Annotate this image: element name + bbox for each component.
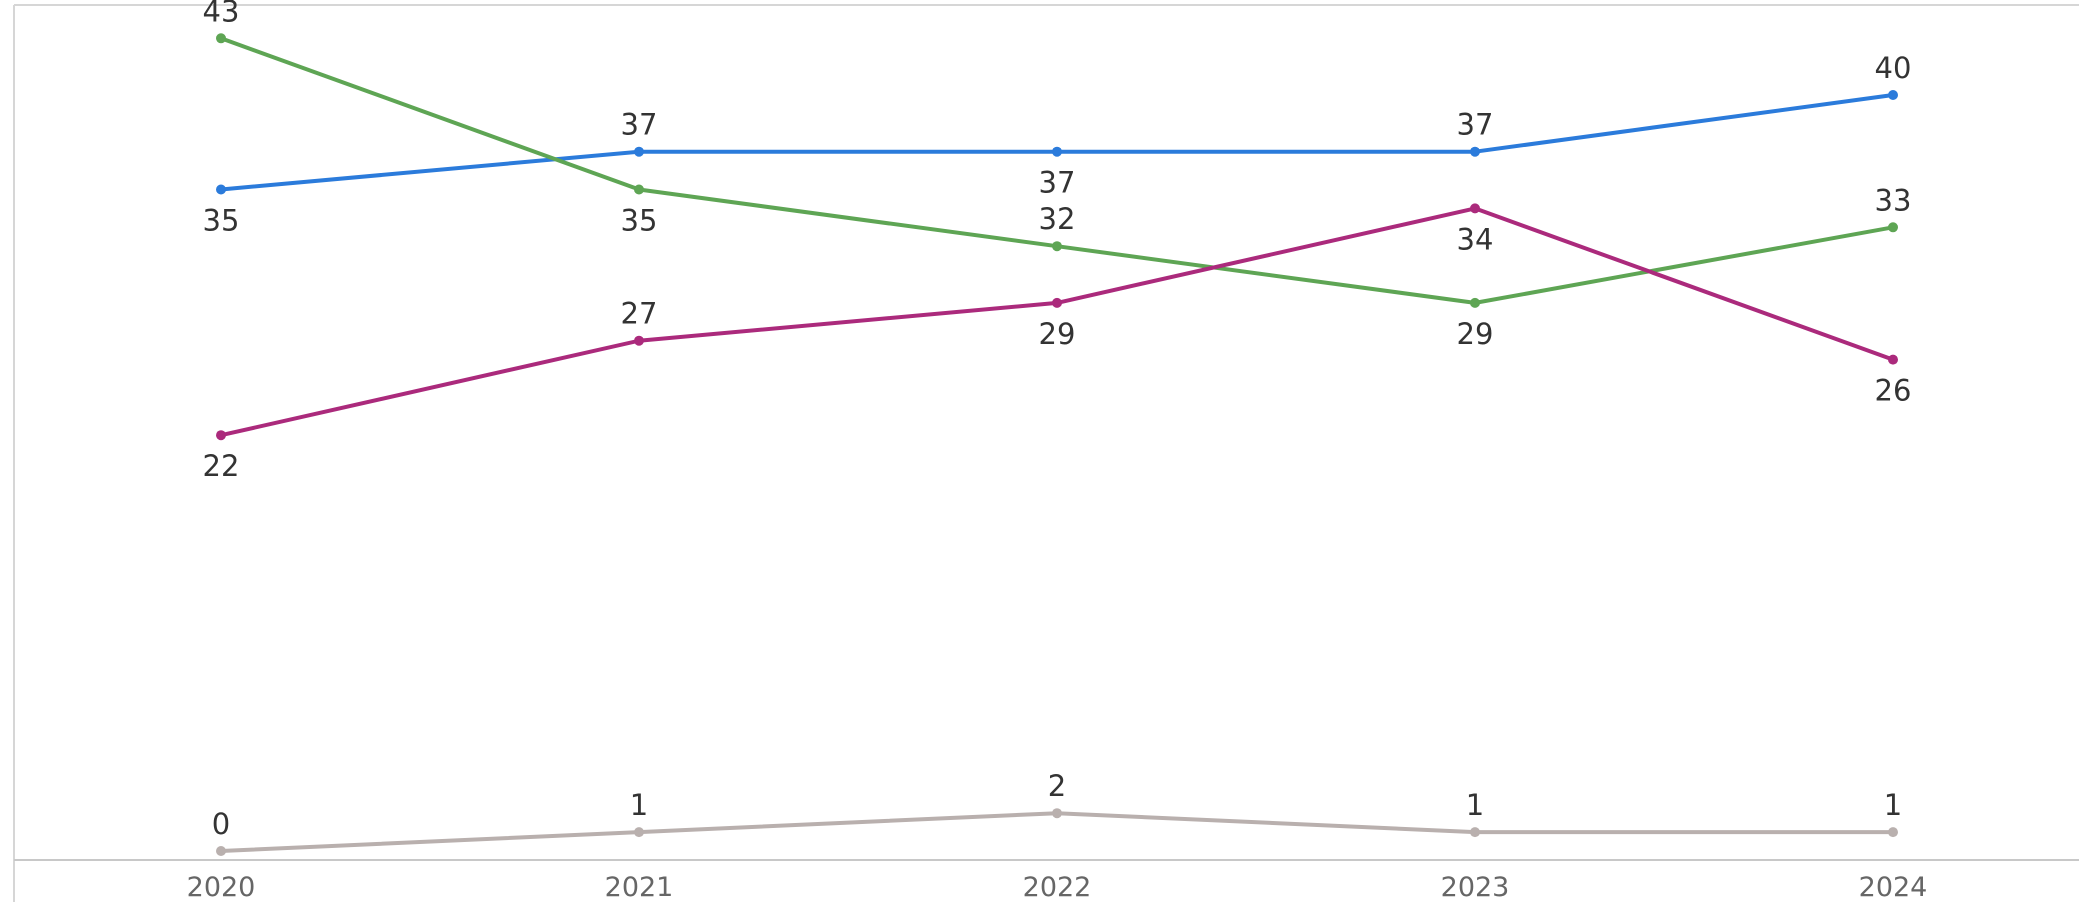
- data-point[interactable]: [634, 184, 644, 195]
- data-point[interactable]: [1888, 222, 1898, 233]
- data-point[interactable]: [216, 33, 226, 44]
- series-line-4: [220, 811, 1893, 853]
- data-label: 35: [203, 204, 240, 238]
- data-label: 1: [630, 788, 648, 822]
- data-label: 29: [1039, 317, 1076, 351]
- data-label: 43: [203, 0, 240, 28]
- data-label: 1: [1466, 788, 1484, 822]
- data-label: 34: [1457, 222, 1494, 256]
- data-label: 37: [1457, 108, 1494, 142]
- series-1: [216, 90, 1898, 195]
- data-label: 2: [1048, 769, 1066, 803]
- data-label: 22: [203, 449, 240, 483]
- data-point[interactable]: [1888, 827, 1898, 838]
- data-label: 37: [1039, 166, 1076, 200]
- data-label: 40: [1875, 51, 1912, 85]
- data-point[interactable]: [1052, 146, 1062, 157]
- series-2: [216, 33, 1898, 308]
- data-point[interactable]: [1470, 146, 1480, 157]
- x-tick-label: 2020: [187, 872, 256, 902]
- data-label: 35: [621, 204, 658, 238]
- x-tick-label: 2021: [605, 872, 674, 902]
- data-label: 1: [1884, 788, 1902, 822]
- data-label: 37: [621, 108, 658, 142]
- data-point[interactable]: [1888, 90, 1898, 100]
- data-point[interactable]: [216, 430, 226, 441]
- x-tick-label: 2023: [1441, 872, 1510, 902]
- data-point[interactable]: [634, 146, 644, 157]
- x-tick-label: 2024: [1859, 872, 1928, 902]
- series-layer: [216, 33, 1898, 856]
- data-label: 29: [1457, 317, 1494, 351]
- x-axis-ticks: 2020 2021 2022 2023 2024: [187, 872, 1928, 903]
- data-point[interactable]: [1470, 203, 1480, 214]
- data-point[interactable]: [1052, 297, 1062, 308]
- data-label: 26: [1875, 374, 1912, 408]
- data-point[interactable]: [634, 827, 644, 838]
- data-point[interactable]: [216, 846, 226, 856]
- data-point[interactable]: [1470, 827, 1480, 838]
- data-label: 33: [1875, 183, 1912, 217]
- data-point[interactable]: [634, 335, 644, 346]
- data-point[interactable]: [216, 184, 226, 195]
- data-label: 32: [1039, 202, 1076, 236]
- data-point[interactable]: [1052, 241, 1062, 252]
- data-point[interactable]: [1470, 297, 1480, 308]
- data-point[interactable]: [1888, 354, 1898, 365]
- series-3: [216, 203, 1898, 441]
- series-4: [216, 808, 1898, 856]
- data-labels-layer: 35 37 37 37 40 43 35 32 29 33 22 27 29 34 26 0 1 2 1 1: [203, 0, 1912, 841]
- x-tick-label: 2022: [1023, 872, 1092, 902]
- data-label: 0: [212, 807, 230, 841]
- data-label: 27: [621, 297, 658, 331]
- plot-border: [13, 4, 2079, 902]
- data-point[interactable]: [1052, 808, 1062, 819]
